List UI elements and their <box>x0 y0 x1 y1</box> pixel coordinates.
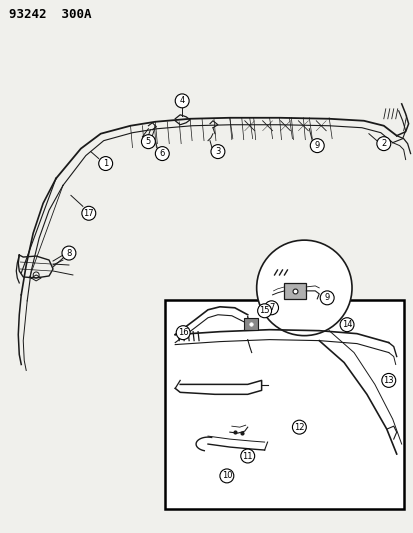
Text: 7: 7 <box>268 303 273 312</box>
FancyBboxPatch shape <box>165 300 403 508</box>
Circle shape <box>176 326 190 340</box>
Text: 13: 13 <box>382 376 393 385</box>
Text: 4: 4 <box>179 96 184 106</box>
Circle shape <box>376 136 390 151</box>
Circle shape <box>82 206 95 220</box>
Circle shape <box>155 147 169 160</box>
Circle shape <box>310 139 323 152</box>
Text: 5: 5 <box>145 137 151 146</box>
Text: 14: 14 <box>341 320 351 329</box>
Text: 9: 9 <box>324 293 329 302</box>
Text: 1: 1 <box>103 159 108 168</box>
Circle shape <box>320 291 333 305</box>
Text: 15: 15 <box>259 306 269 315</box>
Circle shape <box>175 94 189 108</box>
Circle shape <box>219 469 233 483</box>
Circle shape <box>98 157 112 171</box>
Circle shape <box>211 144 224 158</box>
Circle shape <box>256 240 351 336</box>
Text: 10: 10 <box>221 471 232 480</box>
Circle shape <box>381 374 395 387</box>
Text: 8: 8 <box>66 248 71 257</box>
Circle shape <box>339 318 353 332</box>
Bar <box>284 283 306 299</box>
Circle shape <box>257 304 271 318</box>
Text: 93242  300A: 93242 300A <box>9 8 92 21</box>
Circle shape <box>240 449 254 463</box>
Circle shape <box>141 135 155 149</box>
Circle shape <box>292 420 306 434</box>
Text: 16: 16 <box>178 328 188 337</box>
Text: 11: 11 <box>242 451 252 461</box>
Circle shape <box>62 246 76 260</box>
Text: 2: 2 <box>380 139 385 148</box>
Circle shape <box>264 301 278 315</box>
Text: 6: 6 <box>159 149 165 158</box>
Text: 3: 3 <box>215 147 220 156</box>
Text: 9: 9 <box>314 141 319 150</box>
Text: 17: 17 <box>83 209 94 218</box>
Text: 12: 12 <box>293 423 304 432</box>
Bar <box>243 318 257 330</box>
